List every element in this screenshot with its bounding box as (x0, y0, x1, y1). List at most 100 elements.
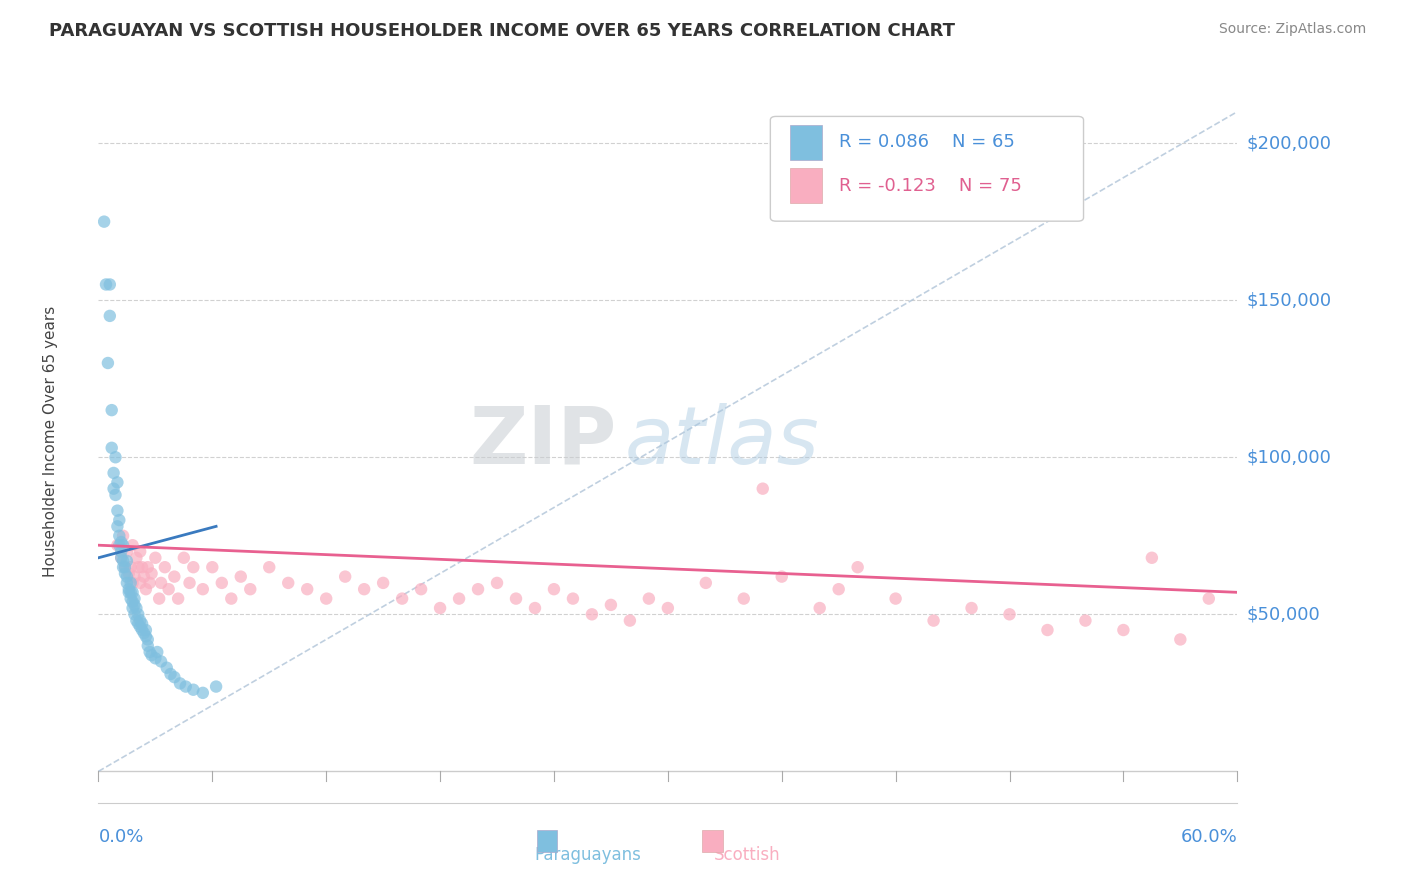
Point (131, 616, 153, 631)
Point (112, 538, 135, 552)
Point (114, 560, 136, 574)
Point (486, 575, 509, 590)
Point (100, 403, 122, 417)
FancyBboxPatch shape (702, 830, 723, 852)
Point (129, 544, 152, 558)
Point (960, 601, 983, 615)
Point (156, 661, 179, 675)
Point (124, 569, 146, 583)
Point (371, 575, 394, 590)
Point (619, 614, 641, 628)
Point (562, 591, 585, 606)
Point (145, 651, 167, 665)
Text: R = -0.123    N = 75: R = -0.123 N = 75 (839, 177, 1022, 194)
Point (129, 620, 152, 634)
Point (141, 648, 163, 662)
Point (120, 560, 142, 574)
Point (505, 591, 527, 606)
Point (103, 466, 125, 480)
Point (1036, 623, 1059, 637)
Point (98, 277, 121, 292)
Point (104, 488, 127, 502)
Point (163, 670, 186, 684)
Point (884, 591, 907, 606)
Point (108, 538, 131, 552)
Point (297, 582, 319, 597)
Point (429, 601, 451, 615)
Point (183, 560, 205, 574)
Point (135, 629, 157, 643)
Point (103, 482, 125, 496)
Point (131, 560, 153, 574)
Point (145, 550, 167, 565)
Point (121, 575, 143, 590)
Point (124, 607, 146, 622)
Text: $150,000: $150,000 (1247, 291, 1331, 310)
Point (124, 591, 146, 606)
Point (127, 560, 149, 574)
Point (179, 575, 201, 590)
Point (120, 585, 142, 599)
Point (167, 591, 190, 606)
Text: $50,000: $50,000 (1247, 606, 1320, 624)
Point (174, 680, 197, 694)
Point (1198, 591, 1220, 606)
Point (129, 575, 152, 590)
Point (600, 598, 623, 612)
Point (110, 550, 132, 565)
Point (131, 623, 153, 637)
Point (1112, 623, 1135, 637)
Text: atlas: atlas (624, 402, 820, 481)
Text: ZIP: ZIP (470, 402, 617, 481)
Point (115, 569, 138, 583)
Point (221, 591, 243, 606)
Point (127, 616, 149, 631)
Point (121, 585, 143, 599)
Point (201, 560, 224, 574)
Point (94, 277, 117, 292)
Point (277, 575, 299, 590)
Point (998, 607, 1021, 622)
Text: 60.0%: 60.0% (1181, 828, 1237, 846)
Point (159, 667, 181, 681)
Point (229, 569, 252, 583)
Point (107, 519, 129, 533)
FancyBboxPatch shape (770, 117, 1084, 221)
Point (391, 591, 413, 606)
Point (846, 560, 869, 574)
Point (638, 591, 661, 606)
Point (315, 591, 337, 606)
Point (136, 632, 159, 647)
Point (524, 601, 547, 615)
Point (733, 591, 755, 606)
Point (205, 680, 228, 694)
Point (125, 601, 148, 615)
Point (150, 655, 173, 669)
Point (132, 569, 155, 583)
Point (157, 582, 180, 597)
Point (108, 513, 131, 527)
Point (259, 560, 281, 574)
Point (153, 560, 176, 574)
Point (110, 535, 132, 549)
Text: Paraguayans: Paraguayans (534, 847, 641, 864)
Text: $200,000: $200,000 (1247, 134, 1331, 153)
Point (169, 676, 191, 690)
Point (138, 575, 160, 590)
Point (121, 595, 143, 609)
Point (543, 582, 565, 597)
Point (124, 598, 146, 612)
Point (98, 309, 121, 323)
Point (150, 575, 173, 590)
Point (136, 560, 159, 574)
Point (125, 550, 148, 565)
Point (657, 601, 679, 615)
Point (211, 575, 233, 590)
Point (115, 575, 138, 590)
Point (335, 569, 357, 583)
Point (1140, 550, 1163, 565)
Point (135, 582, 157, 597)
Point (581, 607, 603, 622)
Point (770, 569, 793, 583)
Point (125, 614, 148, 628)
